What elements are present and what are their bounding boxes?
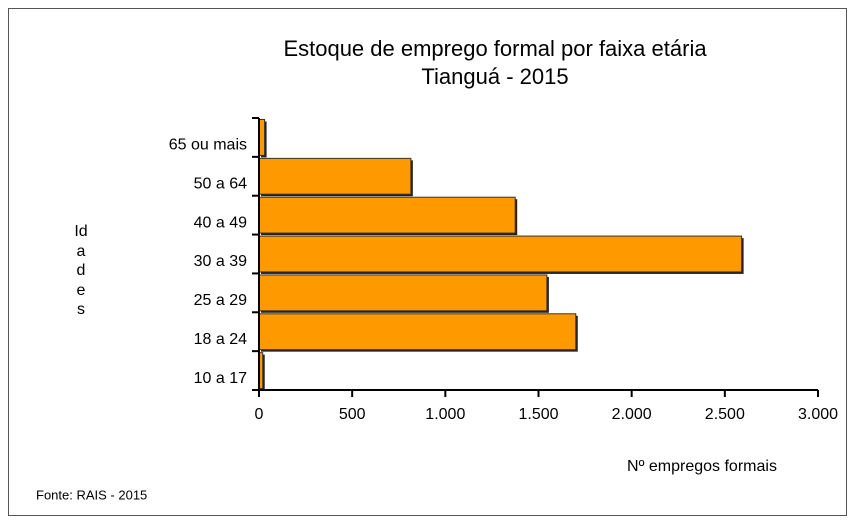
y-tick-label: 40 a 49 xyxy=(194,214,247,231)
chart-subtitle: Tianguá - 2015 xyxy=(421,64,568,89)
source-note: Fonte: RAIS - 2015 xyxy=(36,487,147,502)
bar xyxy=(258,313,577,351)
x-tick-label: 2.500 xyxy=(705,406,745,423)
x-tick-label: 500 xyxy=(339,406,366,423)
y-tick-label: 50 a 64 xyxy=(194,176,247,193)
bar xyxy=(258,157,412,195)
x-tick-label: 1.000 xyxy=(425,406,465,423)
x-tick-label: 3.000 xyxy=(798,406,838,423)
bar xyxy=(258,274,548,312)
y-tick-label: 65 ou mais xyxy=(169,137,247,154)
x-tick-label: 2.000 xyxy=(612,406,652,423)
bar xyxy=(258,196,516,234)
bar xyxy=(258,235,743,273)
x-tick-label: 1.500 xyxy=(518,406,558,423)
y-tick-label: 25 a 29 xyxy=(194,292,247,309)
chart-title: Estoque de emprego formal por faixa etár… xyxy=(283,36,707,61)
y-tick-label: 18 a 24 xyxy=(194,331,247,348)
y-axis-title: Idades xyxy=(74,223,88,318)
y-tick-label: 30 a 39 xyxy=(194,253,247,270)
y-tick-label: 10 a 17 xyxy=(194,370,247,387)
x-tick-label: 0 xyxy=(255,406,264,423)
x-axis-title: Nº empregos formais xyxy=(627,458,777,475)
